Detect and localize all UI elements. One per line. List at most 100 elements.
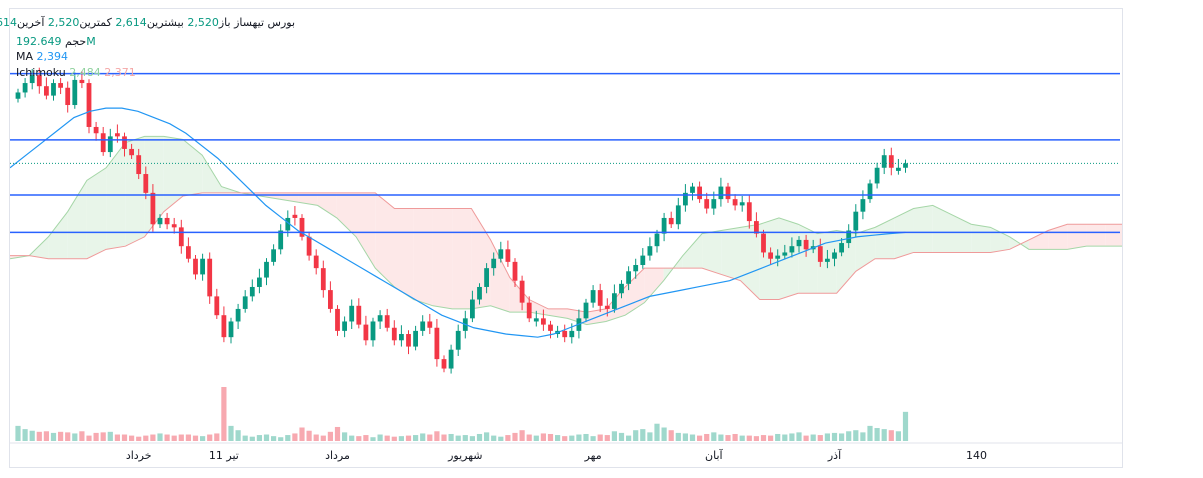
candle-body	[455, 330, 461, 350]
ichimoku-cloud-segment	[721, 227, 741, 281]
volume-bar	[320, 435, 326, 441]
volume-bar	[498, 436, 504, 441]
volume-bar	[675, 432, 681, 441]
candle-body	[285, 217, 291, 231]
volume-bar	[881, 429, 887, 441]
ichimoku-cloud-segment	[1086, 224, 1106, 247]
volume-bar	[342, 432, 348, 441]
volume-bar	[164, 434, 170, 441]
volume-bar	[839, 433, 845, 441]
candle-body	[477, 286, 482, 300]
candlestick-chart[interactable]: 3,0002,9002,8002,6892,6142,5132,4842,394…	[10, 9, 1122, 467]
volume-bar	[704, 433, 710, 441]
candle-body	[200, 258, 205, 275]
ichimoku-cloud-segment	[971, 224, 991, 253]
volume-bar	[278, 437, 284, 441]
volume-bar	[370, 437, 376, 441]
candle-body	[640, 255, 646, 266]
ichimoku-cloud-segment	[356, 192, 376, 269]
ichimoku-cloud-segment	[778, 217, 799, 300]
volume-bar	[739, 435, 745, 441]
candle-body	[171, 224, 177, 228]
candle-body	[122, 136, 127, 149]
candle-body	[278, 230, 284, 250]
volume-bar	[214, 433, 220, 441]
ichimoku-cloud-segment	[144, 136, 164, 237]
candle-body	[399, 334, 404, 341]
volume-bar	[476, 433, 483, 441]
candle-body	[860, 199, 866, 212]
candle-body	[115, 133, 120, 137]
high-label: بیشترین	[146, 16, 184, 29]
volume-bar	[242, 435, 248, 441]
candle-body	[157, 217, 163, 225]
candle-body	[427, 321, 433, 328]
volume-bar	[824, 433, 830, 441]
ma-legend[interactable]: MA 2,394	[16, 50, 68, 63]
candle-body	[129, 148, 134, 156]
volume-bar	[356, 436, 362, 441]
volume-bar	[647, 432, 653, 441]
volume-bar	[405, 435, 412, 441]
volume-bar	[519, 430, 525, 441]
x-axis-tick-label: مهر	[584, 449, 602, 462]
ichimoku-cloud-segment	[29, 236, 49, 259]
x-axis-tick-label: آبان	[705, 448, 723, 462]
candle-body	[548, 324, 553, 331]
candle-body	[136, 155, 142, 175]
volume-bar	[136, 436, 142, 441]
ichimoku-cloud-segment	[875, 217, 895, 259]
candle-body	[754, 221, 759, 234]
candle-body	[604, 305, 610, 309]
candle-body	[242, 296, 248, 309]
x-axis-tick-label: آذر	[827, 448, 842, 462]
ichimoku-cloud-segment	[682, 233, 703, 269]
volume-bar	[803, 435, 809, 441]
candle-body	[498, 249, 504, 259]
candle-body	[150, 192, 156, 225]
ma-value: 2,394	[36, 50, 69, 63]
volume-bar	[831, 432, 838, 441]
volume-bar	[597, 434, 603, 441]
volume-bar	[36, 431, 42, 441]
ichimoku-span-b-line	[10, 192, 1122, 313]
candle-body	[846, 230, 852, 244]
volume-bar	[455, 435, 461, 441]
candle-body	[782, 252, 788, 256]
volume-bar	[697, 435, 703, 441]
candle-body	[406, 334, 411, 347]
ichimoku-cloud-segment	[644, 268, 664, 303]
symbol-name[interactable]: تیهساز	[234, 16, 265, 29]
candle-body	[626, 271, 631, 284]
candle-body	[739, 202, 745, 206]
volume-bar	[271, 436, 277, 441]
chart-frame[interactable]: 3,0002,9002,8002,6892,6142,5132,4842,394…	[9, 8, 1123, 468]
ichimoku-cloud-segment	[48, 211, 68, 259]
volume-bar	[718, 434, 724, 441]
candle-body	[271, 249, 276, 262]
candle-body	[448, 349, 454, 369]
candle-body	[299, 217, 305, 237]
volume-bar	[292, 433, 298, 441]
volume-bar	[349, 435, 355, 441]
ichimoku-cloud-segment	[336, 192, 357, 237]
candle-body	[661, 217, 667, 234]
volume-bar	[462, 435, 468, 441]
volume-bar	[547, 433, 554, 441]
volume-bar	[789, 433, 795, 441]
candle-body	[562, 330, 568, 338]
volume-bar	[93, 432, 99, 441]
volume-bar	[626, 435, 632, 441]
volume-bar	[207, 434, 213, 441]
low-label: کمترین	[79, 16, 112, 29]
volume-legend[interactable]: حجم 192.649M	[16, 35, 96, 48]
ichimoku-legend[interactable]: Ichimoku 2,484 2,371	[16, 66, 136, 79]
volume-bar	[334, 426, 341, 441]
candle-body	[668, 217, 674, 225]
candle-body	[65, 87, 71, 106]
x-axis-tick-label: مرداد	[325, 449, 350, 462]
ichimoku-cloud-segment	[183, 139, 203, 196]
ichimoku-cloud-segment	[413, 208, 433, 306]
candle-body	[746, 202, 752, 222]
open-value: 2,520	[187, 16, 219, 29]
